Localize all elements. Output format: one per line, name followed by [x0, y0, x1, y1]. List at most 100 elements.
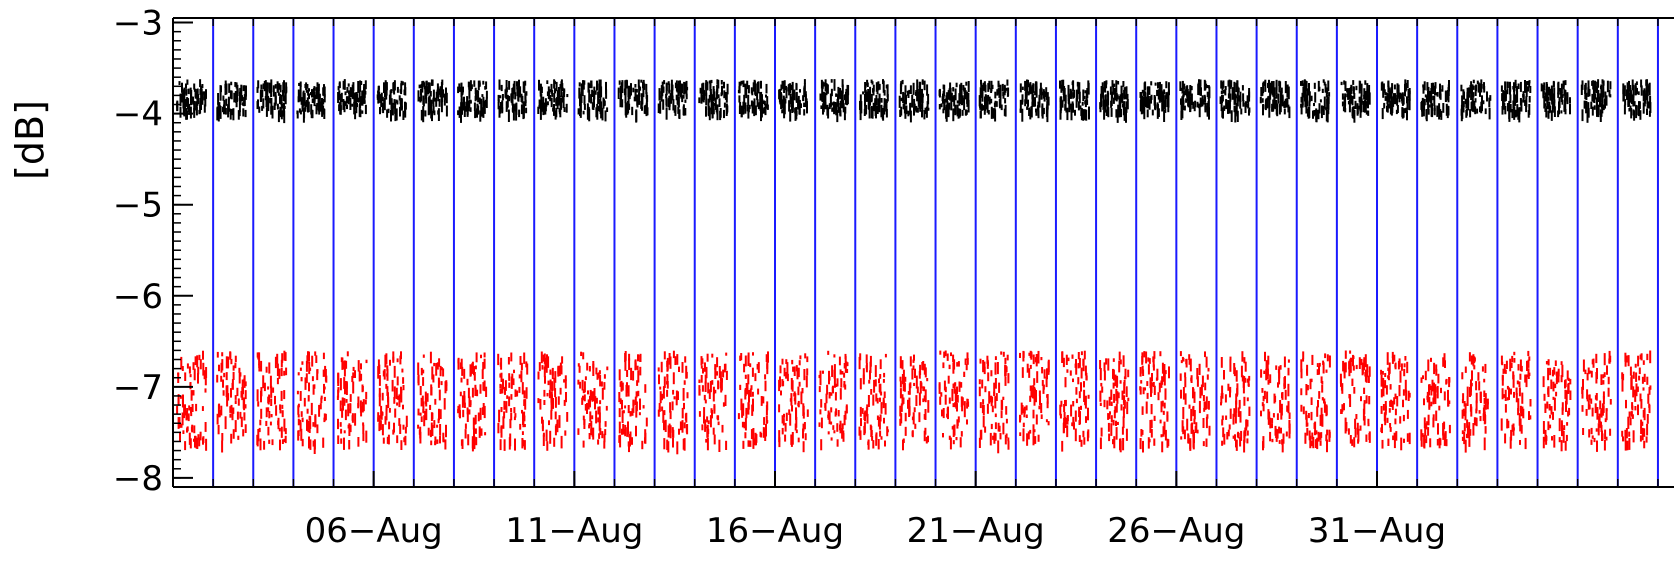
- data-point: [280, 95, 283, 106]
- data-point: [1004, 376, 1007, 386]
- data-point: [1325, 405, 1328, 416]
- data-point: [782, 107, 785, 113]
- data-point: [818, 386, 821, 393]
- data-point: [1032, 435, 1035, 446]
- data-point: [346, 351, 349, 357]
- data-point: [1433, 95, 1436, 106]
- data-point: [1317, 109, 1320, 120]
- data-point: [672, 389, 675, 395]
- data-point: [637, 390, 640, 397]
- data-point: [1266, 368, 1269, 376]
- data-point: [424, 88, 427, 100]
- data-point: [663, 438, 666, 450]
- data-point: [1426, 82, 1429, 91]
- data-point: [1190, 95, 1193, 104]
- data-point: [194, 356, 197, 366]
- data-point: [1386, 92, 1389, 105]
- data-point: [283, 438, 286, 442]
- data-point: [681, 362, 684, 373]
- data-point: [1035, 390, 1037, 403]
- data-point: [1405, 389, 1408, 401]
- data-point: [438, 99, 441, 107]
- data-point: [394, 408, 397, 418]
- data-point: [745, 407, 748, 419]
- data-point: [662, 410, 665, 423]
- data-point: [1179, 351, 1182, 357]
- data-point: [949, 87, 952, 101]
- data-point: [201, 84, 204, 89]
- data-point: [1227, 429, 1230, 437]
- data-point: [1406, 80, 1409, 89]
- data-point: [1310, 440, 1313, 447]
- data-point: [1646, 83, 1649, 93]
- data-point: [1233, 81, 1236, 94]
- data-point: [708, 94, 711, 103]
- data-point: [918, 371, 921, 375]
- data-point: [1470, 88, 1473, 100]
- data-point: [1223, 105, 1226, 111]
- data-point: [1553, 87, 1556, 100]
- data-point: [280, 426, 283, 438]
- data-point: [1120, 404, 1123, 411]
- data-point: [842, 100, 845, 109]
- data-point: [445, 424, 447, 438]
- data-point: [426, 393, 429, 402]
- data-point: [983, 361, 986, 368]
- data-point: [1179, 373, 1182, 381]
- data-point: [1167, 82, 1170, 93]
- data-point: [438, 389, 441, 401]
- data-point: [626, 382, 628, 388]
- data-point: [947, 90, 950, 100]
- data-point: [580, 83, 583, 94]
- data-point: [1350, 84, 1353, 94]
- data-point: [1146, 381, 1149, 386]
- data-point: [1428, 396, 1431, 410]
- data-point: [420, 84, 423, 89]
- data-point: [474, 428, 477, 434]
- data-point: [338, 104, 341, 112]
- data-point: [1348, 361, 1351, 370]
- data-point: [1067, 357, 1070, 362]
- data-point: [954, 402, 957, 408]
- data-point: [387, 434, 390, 445]
- data-point: [1187, 435, 1190, 444]
- data-point: [348, 423, 351, 436]
- data-point: [1167, 91, 1170, 96]
- data-point: [270, 98, 273, 110]
- data-point: [862, 374, 865, 385]
- data-point: [1448, 400, 1451, 404]
- data-point: [578, 87, 581, 99]
- data-point: [598, 370, 601, 375]
- data-point: [234, 420, 237, 433]
- data-point: [1085, 372, 1088, 381]
- data-point: [400, 440, 403, 450]
- data-point: [305, 360, 308, 372]
- data-point: [1632, 101, 1635, 107]
- data-point: [862, 368, 865, 380]
- data-point: [1032, 94, 1035, 100]
- data-point: [1033, 97, 1036, 107]
- data-point: [1265, 368, 1268, 381]
- data-point: [359, 80, 362, 92]
- data-point: [1148, 98, 1151, 110]
- data-point: [1220, 90, 1223, 94]
- data-point: [1163, 369, 1165, 382]
- data-point: [980, 429, 983, 440]
- data-point: [1201, 375, 1204, 388]
- data-point: [679, 80, 681, 93]
- data-point: [543, 400, 546, 405]
- data-point: [675, 80, 678, 92]
- data-point: [1474, 98, 1477, 103]
- data-point: [420, 416, 423, 422]
- data-point: [1067, 84, 1070, 98]
- data-point: [1440, 110, 1443, 120]
- data-point: [1110, 108, 1113, 117]
- data-point: [588, 366, 591, 372]
- data-point: [1075, 363, 1078, 375]
- data-point: [828, 375, 830, 385]
- data-point: [1086, 88, 1089, 99]
- data-point: [1080, 107, 1083, 117]
- data-point: [669, 411, 672, 420]
- data-point: [1286, 405, 1289, 412]
- data-point: [1280, 427, 1282, 434]
